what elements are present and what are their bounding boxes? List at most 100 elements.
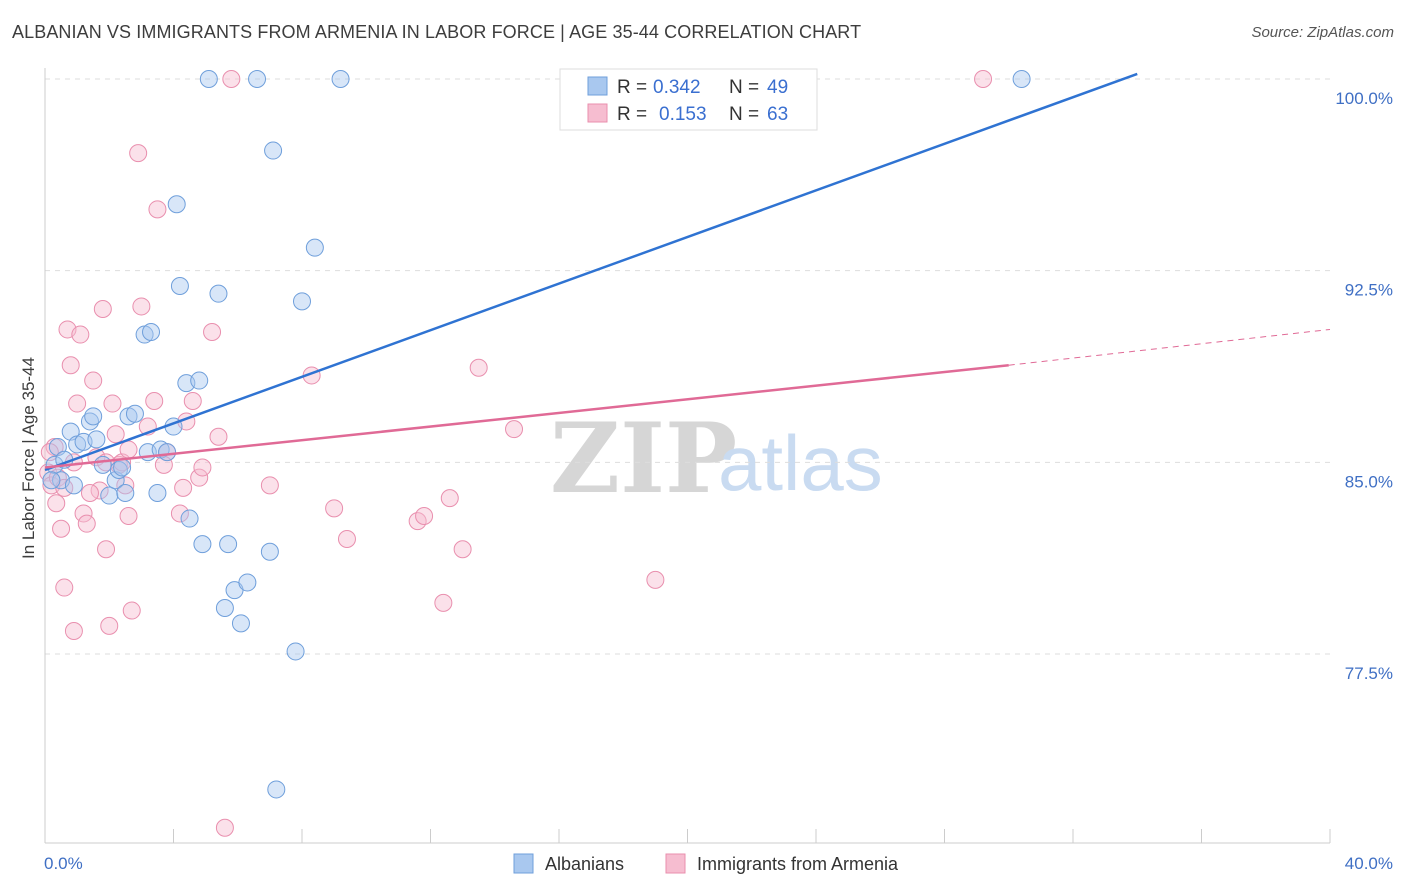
data-point-armenia [71,325,90,344]
watermark-atlas: atlas [718,419,883,507]
data-point-albanians [109,461,128,479]
data-point-albanians [267,780,286,799]
data-point-albanians [125,404,144,423]
data-point-armenia [148,200,167,219]
legend-r-value-2: 0.153 [659,104,707,125]
y-tick-label: 92.5% [1345,281,1393,300]
data-point-armenia [97,540,116,559]
data-point-albanians [215,599,234,617]
data-point-armenia [222,70,241,88]
data-point-albanians [293,292,311,311]
axes [44,68,1331,844]
data-point-armenia [415,507,434,525]
data-point-albanians [209,284,228,303]
data-point-albanians [180,509,199,528]
data-point-armenia [209,427,228,446]
trend-line-albanians [44,72,1138,472]
legend-swatch-blue [587,76,608,96]
data-point-armenia [64,622,83,640]
data-point-armenia [440,489,459,508]
legend-n-label-1: N = [729,77,759,98]
x-tick-labels: 0.0% 40.0% [44,854,1393,873]
x-tick-label-min: 0.0% [44,854,83,873]
data-point-armenia [337,530,356,548]
bottom-legend: Albanians Immigrants from Armenia [513,853,899,874]
data-point-armenia [174,478,193,497]
data-point-armenia [100,616,119,635]
data-point-armenia [260,476,279,495]
data-point-albanians [170,277,189,295]
gridlines [45,78,1330,655]
data-point-armenia [68,394,87,413]
y-axis-title: In Labor Force | Age 35-44 [19,357,38,559]
data-point-armenia [106,425,125,444]
bottom-legend-albanians: Albanians [545,854,624,874]
y-tick-label: 77.5% [1345,664,1393,683]
trend-line-armenia-extension [1008,328,1331,366]
source-credit: Source: ZipAtlas.com [1251,24,1394,41]
data-point-armenia [193,458,212,477]
data-point-armenia [190,468,209,487]
data-point-albanians [100,486,119,505]
bottom-legend-swatch-albanians [513,853,534,874]
y-tick-label: 100.0% [1335,89,1393,108]
data-point-albanians [264,141,283,160]
data-point-albanians [142,323,161,341]
legend-n-value-1: 49 [767,77,788,98]
data-point-albanians [113,458,132,477]
data-point-albanians [148,484,167,502]
data-point-armenia [119,507,138,525]
data-point-albanians [238,573,257,592]
data-point-armenia [505,420,524,439]
data-point-albanians [248,70,267,88]
data-point-armenia [325,499,344,518]
legend-r-label-2: R = [617,104,647,125]
trend-lines [44,72,1331,472]
data-point-albanians [286,642,305,661]
data-point-albanians [199,70,218,88]
data-point-armenia [170,504,189,523]
data-point-albanians [93,455,112,474]
chart-title: ALBANIAN VS IMMIGRANTS FROM ARMENIA IN L… [12,22,862,42]
trend-line-armenia [44,363,1009,469]
data-point-armenia [55,578,74,597]
data-point-albanians [331,70,350,88]
series-albanians-points [42,70,1031,799]
watermark-zip: ZIP [550,402,737,515]
data-point-albanians [231,614,250,633]
data-point-albanians [305,238,324,257]
data-point-albanians [193,535,212,554]
data-point-albanians [116,484,135,502]
data-point-albanians [64,476,83,495]
x-tick-label-max: 40.0% [1345,854,1393,873]
data-point-armenia [84,371,103,390]
data-point-armenia [646,570,665,589]
data-point-albanians [80,412,99,431]
data-point-armenia [132,297,151,316]
data-point-albanians [158,443,177,462]
data-point-armenia [119,440,138,459]
legend-swatch-pink [587,103,608,123]
data-point-armenia [80,484,99,502]
data-point-albanians [84,407,103,426]
data-point-armenia [183,392,202,410]
data-point-albanians [190,371,209,390]
y-tick-label: 85.0% [1345,472,1393,491]
data-point-armenia [52,519,71,538]
data-point-armenia [434,593,453,612]
data-point-albanians [219,535,238,554]
y-tick-labels: 77.5% 85.0% 92.5% 100.0% [1335,89,1393,683]
data-point-armenia [469,358,488,377]
data-point-albanians [260,542,279,561]
legend-r-label-1: R = [617,77,647,98]
bottom-legend-armenia: Immigrants from Armenia [697,854,899,874]
data-point-armenia [129,144,148,163]
data-point-armenia [74,504,93,523]
stats-legend: R = 0.342 N = 49 R = 0.153 N = 63 [559,68,818,131]
data-point-armenia [116,476,135,495]
data-point-armenia [47,494,66,513]
bottom-legend-swatch-armenia [665,853,686,874]
legend-n-value-2: 63 [767,104,788,125]
data-point-albanians [42,471,61,490]
data-point-armenia [215,818,234,837]
